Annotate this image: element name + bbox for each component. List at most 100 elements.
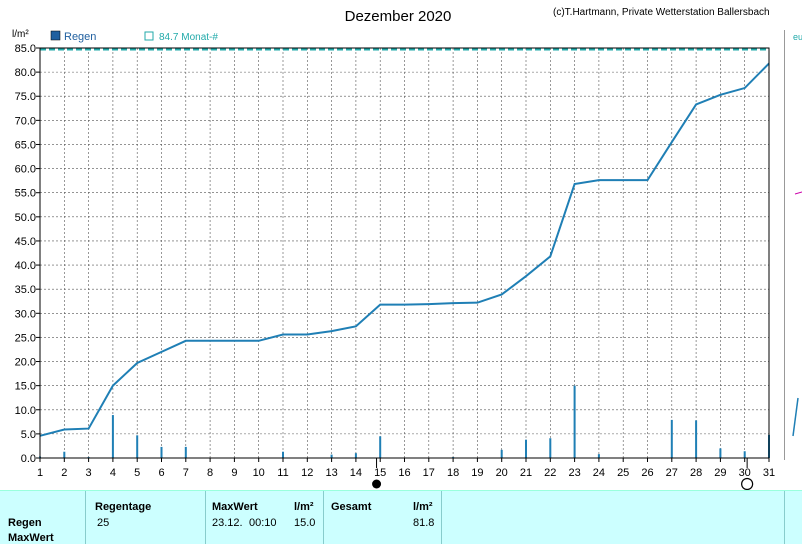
x-tick-label: 17 <box>423 467 435 479</box>
x-tick-label: 13 <box>325 467 337 479</box>
x-tick-label: 30 <box>739 467 751 479</box>
row-label-maxwert: MaxWert <box>8 532 54 544</box>
col-header-unit-2: l/m² <box>413 501 433 513</box>
x-tick-label: 27 <box>666 467 678 479</box>
legend-series-label: Regen <box>64 31 96 43</box>
footer-divider <box>323 491 324 544</box>
y-tick-label: 70.0 <box>15 115 36 127</box>
regentage-value: 25 <box>97 517 110 529</box>
footer-divider <box>784 491 785 544</box>
y-tick-label: 50.0 <box>15 212 36 224</box>
col-header-unit-1: l/m² <box>294 501 314 513</box>
y-tick-label: 65.0 <box>15 139 36 151</box>
y-tick-label: 30.0 <box>15 308 36 320</box>
full-moon-icon <box>741 477 754 490</box>
col-header-maxwert: MaxWert <box>212 501 258 513</box>
daily-rain-bar <box>379 436 382 458</box>
daily-rain-bar <box>743 451 746 458</box>
footer-divider <box>85 491 86 544</box>
y-tick-label: 60.0 <box>15 164 36 176</box>
chart-title: Dezember 2020 <box>345 8 452 25</box>
x-tick-label: 19 <box>471 467 483 479</box>
y-tick-label: 10.0 <box>15 405 36 417</box>
grid <box>39 47 770 459</box>
footer-divider <box>205 491 206 544</box>
x-tick-label: 29 <box>714 467 726 479</box>
daily-rain-bar <box>160 446 163 458</box>
daily-rain-bar <box>670 419 673 458</box>
x-tick-label: 28 <box>690 467 702 479</box>
x-tick-label: 31 <box>763 467 775 479</box>
x-tick-label: 3 <box>86 467 92 479</box>
y-unit-label: l/m² <box>12 29 29 40</box>
summary-panel: Regen MaxWert Regentage 25 MaxWert l/m² … <box>0 490 802 544</box>
legend-monthly-swatch <box>144 31 154 41</box>
x-tick-label: 16 <box>398 467 410 479</box>
daily-rain-bar <box>136 435 139 458</box>
legend-monthly-label: 84.7 Monat-# <box>159 32 218 43</box>
daily-rain-bar <box>184 446 187 458</box>
daily-rain-bar <box>63 451 66 458</box>
y-tick-label: 5.0 <box>21 429 36 441</box>
y-tick-label: 80.0 <box>15 67 36 79</box>
x-tick-label: 1 <box>37 467 43 479</box>
right-edge-decoration <box>784 30 802 460</box>
y-tick-label: 40.0 <box>15 260 36 272</box>
col-header-regentage: Regentage <box>95 501 152 513</box>
daily-rain-bar <box>282 451 284 458</box>
x-tick-label: 25 <box>617 467 629 479</box>
rain-chart: Dezember 2020 (c)T.Hartmann, Private Wet… <box>12 7 802 490</box>
y-axis-ticks: 0.0 5.0 10.0 15.0 20.0 25.0 30.0 35.0 40.0 45.0 50… <box>15 43 40 465</box>
daily-rain-bar <box>500 449 503 458</box>
plot-frame <box>39 47 770 459</box>
moon-markers <box>372 458 754 490</box>
gesamt-value: 81.8 <box>413 517 435 529</box>
y-tick-label: 55.0 <box>15 188 36 200</box>
x-tick-label: 21 <box>520 467 532 479</box>
x-tick-label: 7 <box>183 467 189 479</box>
x-tick-label: 5 <box>134 467 140 479</box>
legend-series-swatch <box>50 30 61 41</box>
daily-rain-bar <box>695 420 698 458</box>
x-tick-label: 26 <box>641 467 653 479</box>
x-tick-label: 20 <box>496 467 508 479</box>
y-tick-label: 75.0 <box>15 91 36 103</box>
daily-rain-bar <box>573 385 576 458</box>
daily-rain-bar <box>719 448 722 458</box>
row-label-regen: Regen <box>8 517 42 529</box>
x-tick-label: 15 <box>374 467 386 479</box>
x-tick-label: 8 <box>207 467 213 479</box>
x-tick-label: 14 <box>350 467 362 479</box>
daily-rain-bar <box>525 439 527 458</box>
y-tick-label: 25.0 <box>15 332 36 344</box>
y-tick-label: 15.0 <box>15 381 36 393</box>
x-tick-label: 9 <box>231 467 237 479</box>
cumulative-line <box>39 62 770 437</box>
right-edge-label: eu <box>793 32 802 42</box>
x-axis-ticks: 1 2 3 4 5 6 7 8 9 10 11 12 13 14 15 16 17 18 19 20 21 22 23 24 2… <box>37 458 775 479</box>
x-tick-label: 24 <box>593 467 605 479</box>
x-tick-label: 2 <box>61 467 67 479</box>
y-tick-label: 85.0 <box>15 43 36 55</box>
footer-divider <box>441 491 442 544</box>
daily-rain-bar <box>111 415 114 458</box>
x-tick-label: 4 <box>110 467 116 479</box>
y-tick-label: 45.0 <box>15 236 36 248</box>
y-tick-label: 20.0 <box>15 357 36 369</box>
daily-bars <box>39 385 770 459</box>
col-header-gesamt: Gesamt <box>331 501 372 513</box>
daily-rain-bar <box>549 438 552 458</box>
maxwert-time: 00:10 <box>249 517 277 529</box>
x-tick-label: 11 <box>277 467 288 479</box>
y-tick-label: 35.0 <box>15 284 36 296</box>
x-tick-label: 22 <box>544 467 556 479</box>
daily-rain-bar <box>354 453 357 458</box>
maxwert-date: 23.12. <box>212 517 243 529</box>
new-moon-icon <box>372 479 382 489</box>
x-tick-label: 12 <box>301 467 313 479</box>
daily-rain-bar <box>330 454 333 458</box>
x-tick-label: 23 <box>568 467 580 479</box>
daily-rain-bar <box>597 454 600 458</box>
copyright-text: (c)T.Hartmann, Private Wetterstation Bal… <box>553 7 770 18</box>
maxwert-value: 15.0 <box>294 517 316 529</box>
